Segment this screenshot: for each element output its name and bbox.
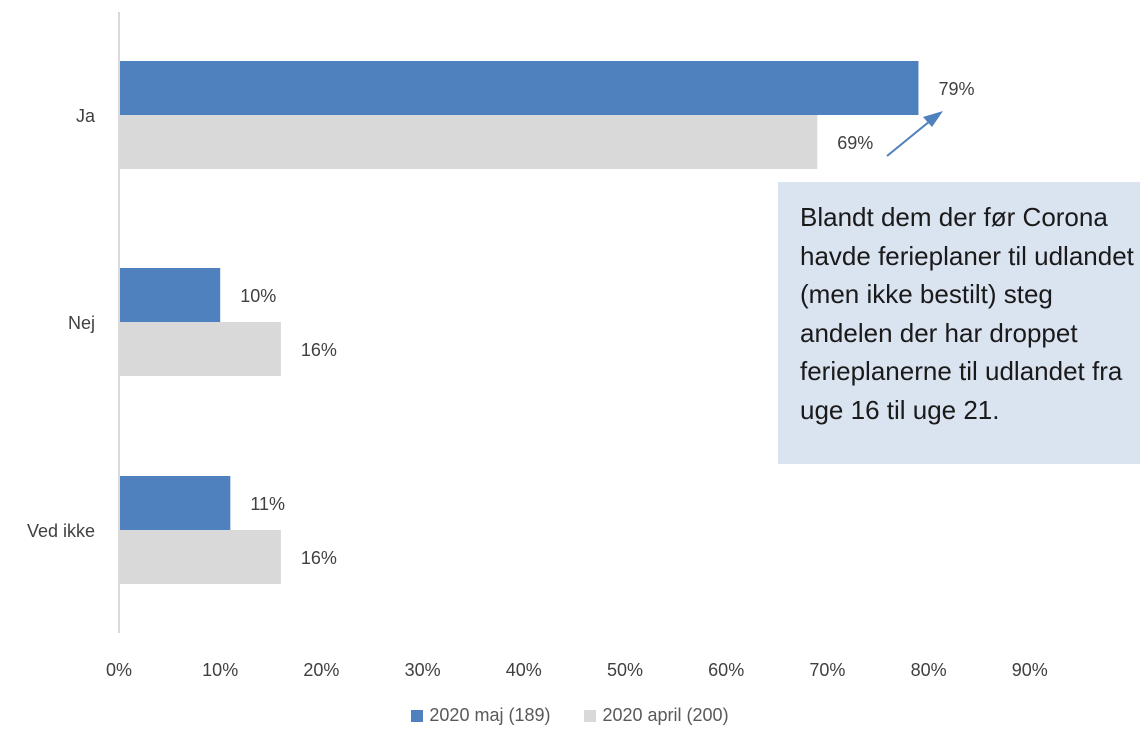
x-tick-label: 70% <box>809 660 845 680</box>
legend-item-april: 2020 april (200) <box>584 705 729 726</box>
x-tick-label: 30% <box>405 660 441 680</box>
bar-nej-series-0 <box>119 268 221 322</box>
value-label: 16% <box>301 340 337 360</box>
bar-ved-ikke-series-0 <box>119 476 231 530</box>
value-label: 16% <box>301 548 337 568</box>
legend-swatch-maj <box>411 709 424 722</box>
category-label: Ved ikke <box>27 521 95 541</box>
x-tick-label: 20% <box>303 660 339 680</box>
x-tick-label: 40% <box>506 660 542 680</box>
annotation-callout: Blandt dem der før Corona havde feriepla… <box>778 182 1140 464</box>
bar-nej-series-1 <box>119 322 281 376</box>
legend: 2020 maj (189) 2020 april (200) <box>0 705 1140 726</box>
category-label: Ja <box>76 106 96 126</box>
x-tick-label: 90% <box>1012 660 1048 680</box>
x-tick-label: 0% <box>106 660 132 680</box>
x-tick-labels-layer: 0% 10% 20% 30% 40% 50% 60% 70% 80% 90% <box>106 660 1048 680</box>
value-label: 79% <box>938 79 974 99</box>
legend-item-maj: 2020 maj (189) <box>411 705 550 726</box>
legend-label-april: 2020 april (200) <box>602 705 729 725</box>
value-label: 69% <box>837 133 873 153</box>
annotation-arrow <box>886 111 943 157</box>
bar-ja-series-1 <box>119 115 818 169</box>
bars-layer <box>119 61 919 584</box>
value-label: 11% <box>250 494 285 514</box>
value-label: 10% <box>240 286 276 306</box>
x-tick-label: 10% <box>202 660 238 680</box>
bar-ja-series-0 <box>119 61 919 115</box>
legend-swatch-april <box>584 709 597 722</box>
x-tick-label: 50% <box>607 660 643 680</box>
value-labels-layer: 79% 69% 10% 16% 11% 16% <box>240 79 974 568</box>
category-label: Nej <box>68 313 95 333</box>
x-tick-label: 60% <box>708 660 744 680</box>
legend-label-maj: 2020 maj (189) <box>429 705 551 725</box>
bar-ved-ikke-series-1 <box>119 530 281 584</box>
category-labels-layer: Ja Nej Ved ikke <box>27 106 96 541</box>
x-tick-label: 80% <box>911 660 947 680</box>
